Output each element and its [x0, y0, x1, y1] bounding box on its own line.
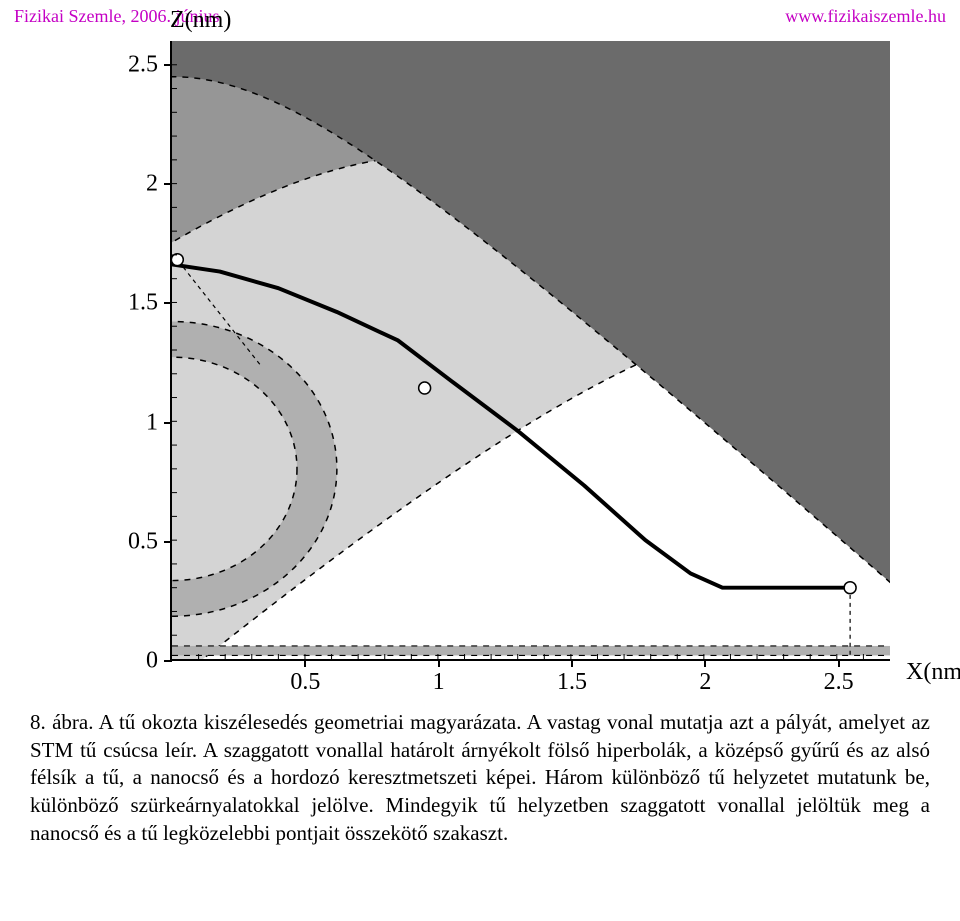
- caption-label: 8. ábra.: [30, 710, 93, 734]
- y-axis-label: Z(nm): [170, 7, 231, 34]
- ytick-label: 0.5: [128, 528, 158, 555]
- x-axis-label: X(nm): [906, 659, 960, 686]
- xtick-label: 1: [433, 669, 445, 696]
- xtick-label: 2: [699, 669, 711, 696]
- header-url: www.fizikaiszemle.hu: [785, 6, 946, 27]
- plot-area: 00.511.522.50.511.522.5: [170, 41, 890, 661]
- xtick-label: 0.5: [290, 669, 320, 696]
- ytick-label: 1: [146, 409, 158, 436]
- figure: Z(nm) X(nm) 00.511.522.50.511.522.5: [70, 41, 890, 661]
- ytick-label: 0: [146, 648, 158, 675]
- plot-overlay: [172, 41, 890, 659]
- xtick-label: 1.5: [557, 669, 587, 696]
- xtick-label: 2.5: [824, 669, 854, 696]
- caption-text: A tű okozta kiszélesedés geometriai magy…: [30, 710, 930, 845]
- ytick-label: 2.5: [128, 51, 158, 78]
- figure-caption: 8. ábra. A tű okozta kiszélesedés geomet…: [30, 709, 930, 848]
- ytick-label: 2: [146, 171, 158, 198]
- page-header: Fizikai Szemle, 2006. június www.fizikai…: [0, 0, 960, 27]
- ytick-label: 1.5: [128, 290, 158, 317]
